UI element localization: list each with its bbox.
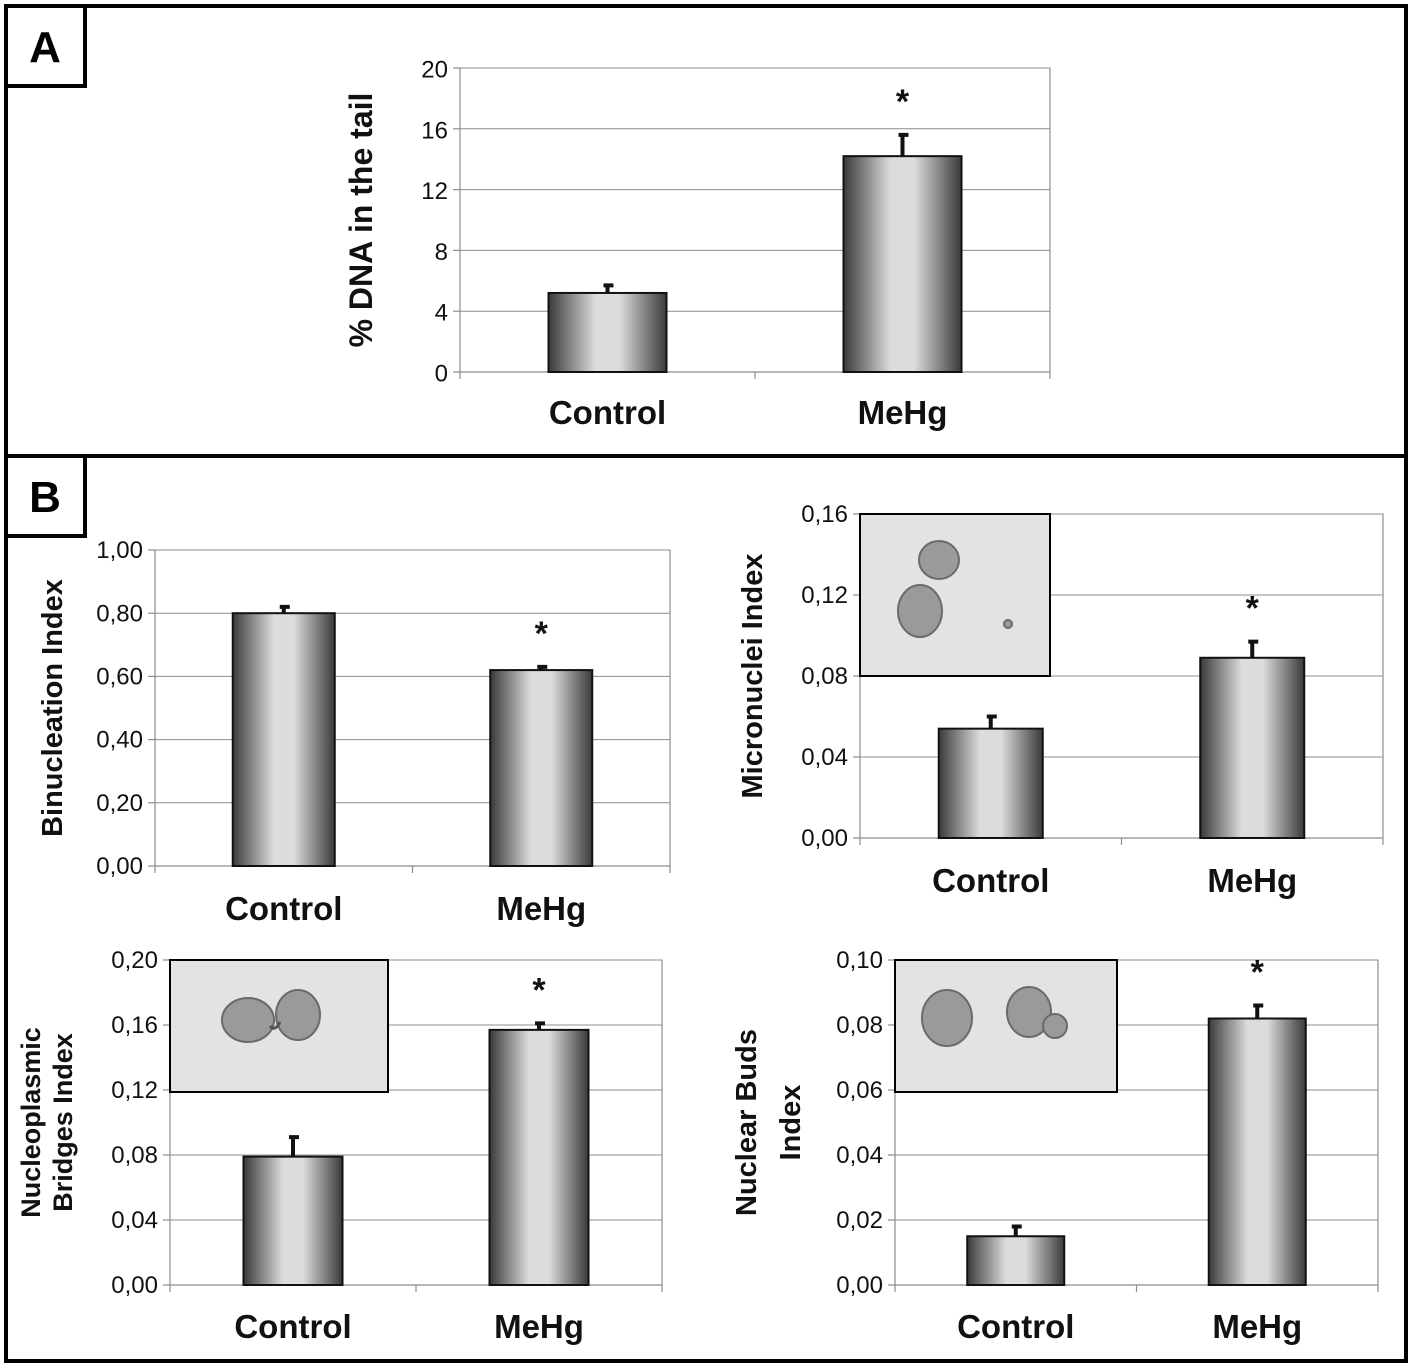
error-bar [537, 664, 548, 671]
panel-a-label: A [29, 23, 61, 72]
nucleus [921, 989, 973, 1047]
y-axis-label: Nucleoplasmic [16, 1027, 46, 1218]
y-tick-label: 0,20 [111, 947, 158, 974]
category-label: Control [549, 394, 666, 431]
category-label: Control [932, 862, 1049, 899]
error-bar [986, 714, 997, 729]
y-tick-label: 12 [421, 178, 448, 205]
nucleus [918, 540, 960, 580]
y-tick-label: 0,12 [801, 582, 848, 609]
category-label: MeHg [1212, 1308, 1302, 1345]
micrograph-inset [169, 959, 389, 1093]
y-tick-label: 0 [435, 360, 448, 387]
nucleus [1006, 986, 1052, 1038]
y-tick-label: 20 [421, 56, 448, 83]
bar [966, 1235, 1066, 1286]
significance-mark: * [1251, 954, 1265, 992]
panel-b-label: B [29, 473, 61, 522]
y-tick-label: 0,16 [801, 501, 848, 528]
y-tick-label: 0,06 [836, 1077, 883, 1104]
category-label: Control [225, 890, 342, 927]
y-tick-label: 0,00 [111, 1272, 158, 1299]
category-label: Control [957, 1308, 1074, 1345]
y-tick-label: 16 [421, 117, 448, 144]
category-label: Control [234, 1308, 351, 1345]
y-tick-label: 0,04 [111, 1207, 158, 1234]
y-axis-label: Micronuclei Index [737, 554, 769, 799]
error-bar [1253, 1003, 1264, 1019]
y-tick-label: 4 [435, 300, 448, 327]
bar [1207, 1017, 1307, 1286]
chart-binucleation: 0,00 0,20 0,40 0,60 0,80 1,00 Control MeHg * Binu… [37, 537, 671, 927]
category-label: MeHg [494, 1308, 584, 1345]
y-axis-label: Bridges Index [48, 1033, 78, 1212]
chart-nuclear-buds: 0,00 0,02 0,04 0,06 0,08 0,10 Control MeHg * Nucl… [731, 947, 1379, 1345]
y-tick-label: 0,12 [111, 1077, 158, 1104]
significance-mark: * [535, 615, 549, 653]
y-tick-label: 0,00 [801, 825, 848, 852]
y-tick-label: 1,00 [96, 537, 143, 564]
y-tick-label: 0,20 [96, 790, 143, 817]
bar [1199, 656, 1306, 840]
bar [231, 612, 336, 868]
chart-nucleoplasmic-bridges: 0,00 0,04 0,08 0,12 0,16 0,20 Control MeHg * Nucl… [16, 947, 663, 1345]
significance-mark: * [896, 83, 910, 121]
y-tick-label: 0,10 [836, 947, 883, 974]
micronucleus [1003, 619, 1013, 629]
nucleus [221, 997, 275, 1043]
y-tick-label: 0,00 [96, 853, 143, 880]
bar [488, 1028, 590, 1286]
panel-b-label-box [4, 454, 87, 538]
bar [842, 155, 963, 373]
bar [937, 727, 1044, 840]
y-axis-label: % DNA in the tail [343, 93, 379, 348]
panel-b-frame [4, 454, 1408, 1363]
y-tick-label: 0,02 [836, 1207, 883, 1234]
y-tick-label: 0,04 [836, 1142, 883, 1169]
y-tick-label: 8 [435, 239, 448, 266]
bar [547, 291, 668, 373]
y-tick-label: 0,80 [96, 600, 143, 627]
micrograph-inset [859, 513, 1051, 677]
y-tick-label: 0,08 [836, 1012, 883, 1039]
category-label: MeHg [1207, 862, 1297, 899]
panel-a-label-box [4, 4, 87, 88]
error-bar [535, 1021, 545, 1030]
error-bar [603, 283, 614, 293]
category-label: MeHg [858, 394, 948, 431]
error-bar [898, 132, 909, 157]
error-bar [1248, 639, 1259, 658]
y-axis-label: Nuclear Buds [731, 1029, 763, 1216]
y-tick-label: 0,60 [96, 663, 143, 690]
y-tick-label: 0,08 [111, 1142, 158, 1169]
nucleus [897, 584, 943, 638]
y-tick-label: 0,04 [801, 744, 848, 771]
nucleus [275, 989, 321, 1041]
error-bar [289, 1135, 299, 1157]
y-tick-label: 0,00 [836, 1272, 883, 1299]
y-tick-label: 0,16 [111, 1012, 158, 1039]
y-axis-label: Binucleation Index [37, 579, 69, 837]
significance-mark: * [532, 971, 546, 1009]
bar [242, 1155, 344, 1286]
y-axis-label: Index [775, 1085, 807, 1161]
nuclear-bud [1042, 1013, 1068, 1039]
bar [489, 669, 594, 868]
chart-dna-tail: 0 4 8 12 16 20 Control MeHg * % DNA in the tail [343, 56, 1051, 431]
significance-mark: * [1246, 590, 1260, 628]
category-label: MeHg [496, 890, 586, 927]
y-tick-label: 0,08 [801, 663, 848, 690]
y-tick-label: 0,40 [96, 727, 143, 754]
inset-background [859, 513, 1051, 677]
micrograph-inset [894, 959, 1118, 1093]
chart-micronuclei: 0,00 0,04 0,08 0,12 0,16 Control MeHg * Micronuc… [737, 501, 1384, 899]
error-bar [279, 604, 290, 614]
nucleoplasmic-bridge [268, 1021, 282, 1030]
error-bar [1011, 1224, 1022, 1237]
